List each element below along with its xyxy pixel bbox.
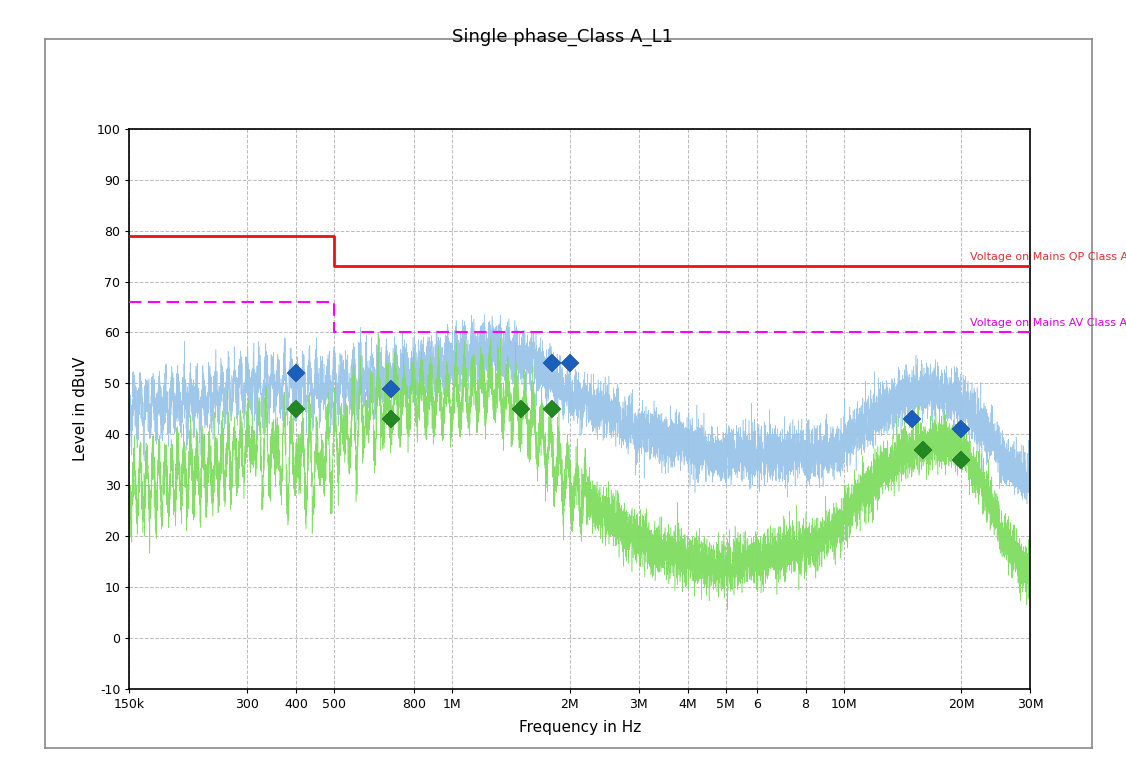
Text: Voltage on Mains QP Class A: Voltage on Mains QP Class A: [969, 252, 1126, 262]
Text: Single phase_Class A_L1: Single phase_Class A_L1: [453, 27, 673, 45]
Y-axis label: Level in dBuV: Level in dBuV: [73, 357, 88, 461]
X-axis label: Frequency in Hz: Frequency in Hz: [519, 720, 641, 735]
Text: Voltage on Mains AV Class A: Voltage on Mains AV Class A: [969, 319, 1126, 329]
